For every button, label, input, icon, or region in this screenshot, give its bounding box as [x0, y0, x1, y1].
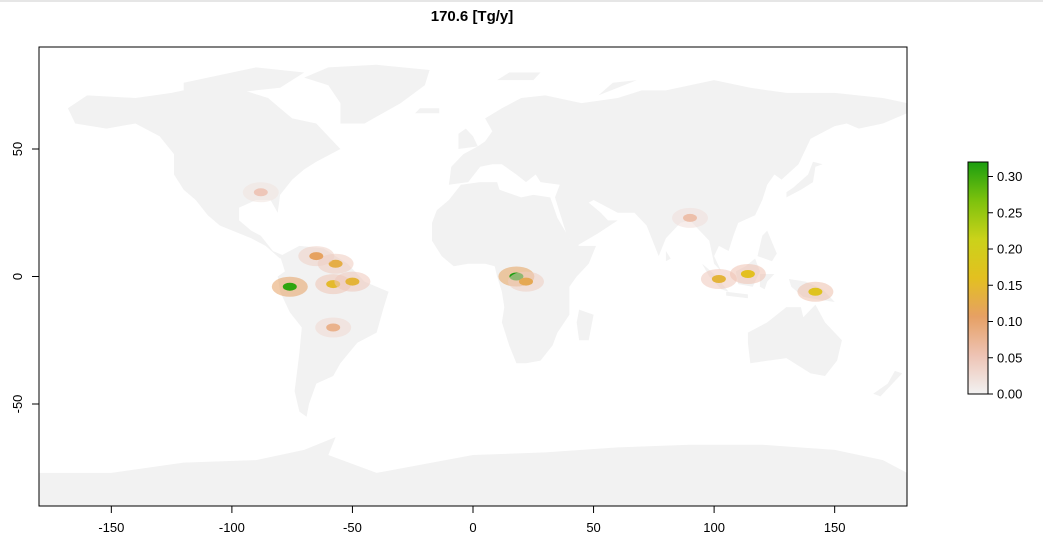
- plot-area: [38, 46, 908, 507]
- legend-tick-label: 0.20: [997, 242, 1022, 257]
- landmass-north-america: [67, 85, 341, 259]
- hotspot-3: [328, 259, 343, 268]
- hotspot-11: [253, 188, 268, 197]
- legend-tick-label: 0.30: [997, 169, 1022, 184]
- landmass-greenland: [304, 64, 430, 124]
- hotspot-8: [740, 270, 755, 278]
- landmass-madagascar: [576, 309, 594, 341]
- landmass-iceland: [415, 108, 440, 114]
- legend-tick-label: 0.05: [997, 350, 1022, 365]
- y-tick-label: -50: [10, 395, 25, 414]
- landmass-great-britain: [458, 128, 478, 149]
- landmass-novaya-zemlya: [598, 80, 637, 96]
- hotspot-7: [711, 275, 726, 283]
- hotspot-6: [519, 277, 533, 286]
- hotspot-10: [683, 213, 697, 222]
- legend-tick-label: 0.15: [997, 278, 1022, 293]
- x-tick-label: -100: [219, 520, 245, 535]
- legend-tick-label: 0.00: [997, 387, 1022, 402]
- landmass-new-zealand: [873, 370, 903, 397]
- x-tick-label: -150: [98, 520, 124, 535]
- landmass-arctic-islands: [183, 67, 305, 93]
- landmass-philippines: [757, 230, 777, 262]
- hotspot-2: [345, 277, 360, 286]
- landmass-sri-lanka: [665, 251, 671, 262]
- color-legend: 0.00 0.05 0.10 0.15 0.20 0.25 0.30: [967, 161, 1022, 402]
- x-tick-label: -50: [343, 520, 362, 535]
- top-border: [0, 0, 1043, 2]
- landmass-svalbard: [497, 72, 541, 81]
- y-tick-label: 0: [10, 273, 25, 280]
- hotspot-12: [326, 323, 341, 332]
- landmass-java: [726, 291, 748, 299]
- landmass-eurasia: [448, 80, 907, 272]
- landmass-antarctica: [39, 437, 907, 506]
- x-tick-label: 150: [824, 520, 846, 535]
- x-axis: -150 -100 -50 0 50 100 150: [98, 506, 846, 535]
- legend-color-bar: [967, 161, 989, 395]
- hotspot-4: [309, 252, 324, 261]
- y-tick-label: 50: [10, 142, 25, 156]
- legend-tick-label: 0.25: [997, 205, 1022, 220]
- landmass-japan: [786, 161, 823, 198]
- x-tick-label: 100: [703, 520, 725, 535]
- chart-title: 170.6 [Tg/y]: [431, 8, 514, 25]
- landmass-australia: [747, 304, 842, 376]
- x-tick-label: 0: [469, 520, 476, 535]
- y-axis: 50 0 -50: [10, 142, 39, 414]
- x-tick-label: 50: [586, 520, 600, 535]
- hotspot-9: [808, 287, 823, 296]
- hotspot-0: [282, 282, 297, 291]
- legend-tick-label: 0.10: [997, 314, 1022, 329]
